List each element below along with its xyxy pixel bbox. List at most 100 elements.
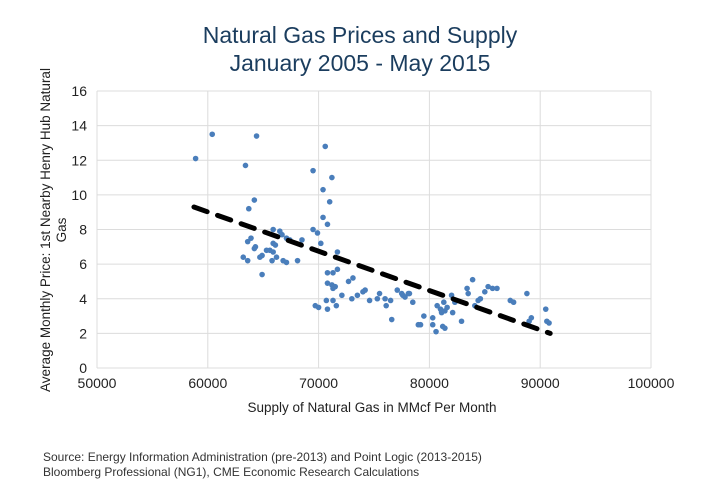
data-point <box>464 285 470 292</box>
data-point <box>482 289 488 295</box>
data-point <box>324 221 331 228</box>
data-point <box>376 290 383 297</box>
data-point <box>429 314 436 321</box>
data-point <box>259 271 265 278</box>
chart-title: Natural Gas Prices and Supply <box>202 22 518 48</box>
x-tick-label: 90000 <box>521 375 560 391</box>
data-point <box>409 299 416 306</box>
data-point <box>279 231 285 238</box>
data-point <box>240 254 247 260</box>
y-axis-label-line1: Average Monthly Price: 1st Nearby Henry … <box>38 68 53 392</box>
data-point <box>387 297 394 304</box>
data-point <box>362 287 368 293</box>
data-point <box>330 297 336 304</box>
data-point <box>441 299 447 306</box>
data-point <box>417 321 424 328</box>
data-point <box>465 290 471 297</box>
data-point <box>477 295 484 302</box>
source-note-line2: Bloomberg Professional (NG1), CME Econom… <box>43 465 420 479</box>
y-tick-label: 4 <box>79 291 87 307</box>
data-point <box>406 290 413 297</box>
data-point <box>433 328 439 335</box>
data-point <box>209 131 216 138</box>
data-point <box>354 292 361 299</box>
data-point <box>449 309 456 316</box>
data-point <box>394 287 401 293</box>
data-point <box>320 214 326 221</box>
data-point <box>320 186 326 193</box>
x-axis-label: Supply of Natural Gas in MMcf Per Month <box>247 400 496 415</box>
data-point <box>442 325 448 331</box>
data-point <box>326 199 333 205</box>
x-tick-label: 50000 <box>78 375 117 391</box>
data-point <box>366 297 373 304</box>
data-point <box>526 318 532 325</box>
data-point <box>299 237 305 243</box>
data-point <box>270 249 276 255</box>
data-point <box>546 320 552 326</box>
data-point <box>272 242 279 248</box>
data-point <box>494 285 500 292</box>
data-point <box>253 133 260 139</box>
data-point <box>248 235 254 241</box>
data-point <box>382 295 388 302</box>
y-tick-label: 2 <box>79 325 87 341</box>
source-note-line1: Source: Energy Information Administratio… <box>43 450 482 464</box>
data-point <box>310 226 316 233</box>
y-tick-label: 6 <box>79 256 87 272</box>
y-tick-label: 16 <box>71 83 87 99</box>
data-point <box>322 143 329 150</box>
data-point <box>323 297 330 304</box>
y-axis-label-line2: Gas <box>54 217 69 242</box>
data-point <box>242 162 249 169</box>
data-point <box>400 292 406 299</box>
data-point <box>469 276 476 283</box>
y-tick-labels: 0 2 4 6 8 10 12 14 16 <box>71 83 87 376</box>
y-axis-label-group: Average Monthly Price: 1st Nearby Henry … <box>38 68 69 392</box>
data-point <box>270 226 276 233</box>
data-point <box>374 295 381 302</box>
trendline <box>191 204 553 336</box>
x-tick-label: 100000 <box>628 375 675 391</box>
x-tick-labels: 50000 60000 70000 80000 90000 100000 <box>78 375 675 391</box>
data-point <box>339 292 345 299</box>
data-point <box>294 257 301 264</box>
data-point <box>273 254 280 260</box>
data-point <box>245 205 252 212</box>
data-point <box>259 252 265 259</box>
y-tick-label: 14 <box>71 118 87 134</box>
data-point <box>489 285 496 292</box>
x-tick-label: 60000 <box>188 375 227 391</box>
y-tick-label: 0 <box>79 360 87 376</box>
data-point <box>324 306 331 312</box>
data-point <box>349 295 355 302</box>
data-point <box>434 302 440 309</box>
data-point <box>345 278 352 285</box>
data-point <box>244 257 251 264</box>
data-point <box>524 290 530 297</box>
data-point <box>442 308 448 314</box>
data-point <box>283 259 290 266</box>
x-tick-label: 80000 <box>410 375 449 391</box>
data-point <box>458 318 465 325</box>
chart-subtitle: January 2005 - May 2015 <box>229 50 491 76</box>
data-point <box>333 302 340 309</box>
y-tick-label: 8 <box>79 222 87 238</box>
data-point <box>350 275 356 281</box>
data-point <box>310 167 316 174</box>
x-tick-label: 70000 <box>299 375 338 391</box>
data-point <box>330 285 336 292</box>
data-point <box>251 245 258 252</box>
data-point <box>329 174 335 181</box>
data-point <box>388 316 395 323</box>
data-point <box>244 238 251 245</box>
y-tick-label: 12 <box>71 152 87 168</box>
data-point <box>324 269 331 276</box>
data-point <box>192 155 199 162</box>
data-point <box>330 269 336 276</box>
gridlines <box>96 90 652 369</box>
data-point <box>314 230 321 236</box>
data-point <box>334 249 341 255</box>
data-point <box>510 299 517 306</box>
